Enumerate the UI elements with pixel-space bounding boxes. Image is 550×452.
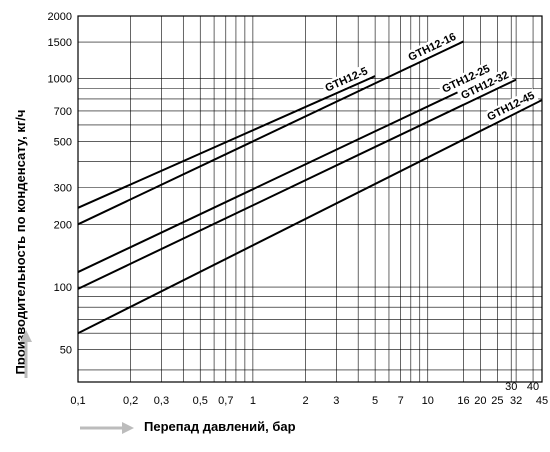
- x-tick-label: 1: [250, 395, 256, 407]
- x-tick-label: 25: [491, 395, 503, 407]
- x-tick-label: 10: [422, 395, 434, 407]
- plot-frame: [77, 15, 543, 383]
- series-line-gth12-45: [77, 99, 543, 335]
- x-tick-label: 0,7: [218, 395, 233, 407]
- series-line-gth12-32: [77, 78, 517, 290]
- x-tick-label: 7: [398, 395, 404, 407]
- series-label-background: [483, 87, 539, 126]
- y-tick-label: 1500: [48, 37, 72, 49]
- x-tick-label: 0,2: [123, 395, 138, 407]
- x-tick-label: 0,1: [70, 395, 85, 407]
- x-tick-label: 2: [302, 395, 308, 407]
- series-line-gth12-5: [77, 75, 376, 209]
- series-lines: [77, 40, 543, 335]
- plot-border: [77, 15, 543, 383]
- x-tick-label: 20: [474, 395, 486, 407]
- x-axis-arrow-icon: [80, 422, 134, 434]
- series-label-background: [404, 29, 461, 66]
- y-axis-arrow-icon: [20, 330, 32, 378]
- y-tick-label: 50: [60, 345, 72, 357]
- y-axis-title: Производительность по конденсату, кг/ч: [13, 110, 28, 375]
- y-tick-labels: 50 100 200 300 500 700 1000 1500 2000: [48, 11, 72, 357]
- y-tick-label: 700: [54, 106, 72, 118]
- x-tick-label: 45: [536, 395, 548, 407]
- x-tick-label: 3: [333, 395, 339, 407]
- x-tick-label: 16: [457, 395, 469, 407]
- x-tick-label: 32: [510, 395, 522, 407]
- x-tick-label: 5: [372, 395, 378, 407]
- series-line-gth12-16: [77, 40, 464, 226]
- y-tick-label: 300: [54, 183, 72, 195]
- y-tick-label: 100: [54, 282, 72, 294]
- series-label-background: [321, 63, 372, 97]
- series-label-background: [438, 61, 495, 98]
- x-tick-label: 0,5: [193, 395, 208, 407]
- series-label-background: [456, 67, 513, 104]
- x-tick-label-upper: 40: [527, 381, 539, 393]
- x-axis-title: Перепад давлений, бар: [144, 419, 296, 434]
- x-tick-labels: 0,1 0,2 0,3 0,5 0,7 1 2 3 5 7 10 16 20 25 32 45 30 40: [70, 381, 548, 407]
- y-tick-label: 500: [54, 136, 72, 148]
- y-tick-label: 1000: [48, 74, 72, 86]
- y-tick-label: 2000: [48, 11, 72, 23]
- series-line-gth12-25: [77, 72, 498, 273]
- x-tick-label-upper: 30: [505, 381, 517, 393]
- y-tick-label: 200: [54, 219, 72, 231]
- x-tick-label: 0,3: [154, 395, 169, 407]
